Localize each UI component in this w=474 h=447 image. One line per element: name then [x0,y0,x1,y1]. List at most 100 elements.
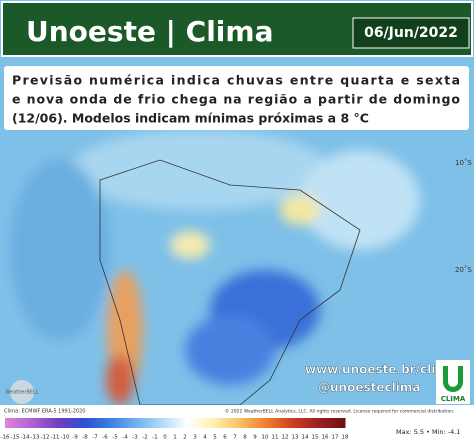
summary-line: Previsão numérica indica chuvas entre qu… [12,73,460,88]
colorbar-swatch [101,418,105,428]
colorbar-label: 16 [322,435,329,441]
date: 06/Jun/2022 [364,25,458,41]
colorbar-swatch [197,418,201,428]
colorbar-swatch [163,418,167,428]
stats: Max: 5.5 • Min: -4.1 [396,428,460,436]
colorbar-swatch [27,418,31,428]
colorbar-label: 13 [292,435,299,441]
colorbar-swatch [192,418,196,428]
colorbar-label: 1 [173,435,177,441]
lat-label: 20˚S [455,266,472,274]
colorbar-swatch [262,418,267,428]
colorbar-swatch [223,418,227,428]
colorbar-swatch [84,418,88,428]
colorbar-swatch [90,418,94,428]
colorbar-swatch [124,418,128,428]
brand: WeatherBELL [5,390,38,396]
colorbar-swatch [112,418,116,428]
colorbar-label: -11 [51,435,60,441]
lat-label: 10˚S [455,159,472,167]
colorbar: -16 -15 -14 -13 -12 -11 -10 -9 -8 -7 -6 -5 -4 -3 -2 -1 0… [1,418,349,441]
colorbar-swatch [237,418,241,428]
colorbar-swatch [243,418,247,428]
colorbar-swatch [209,418,213,428]
colorbar-swatch [279,418,284,428]
colorbar-label: -12 [41,435,50,441]
colorbar-swatch [141,418,145,428]
colorbar-swatch [169,418,173,428]
colorbar-swatch [305,418,309,428]
colorbar-label: -15 [11,435,20,441]
colorbar-swatch [39,418,43,428]
colorbar-swatch [277,418,281,428]
colorbar-swatch [92,418,97,428]
colorbar-swatch [220,418,224,428]
summary-line: e nova onda de frio chega na região a pa… [12,92,460,107]
colorbar-swatch [152,418,156,428]
colorbar-swatch [186,418,190,428]
date-box [352,17,470,49]
colorbar-label: 9 [253,435,257,441]
colorbar-swatch [248,418,252,428]
colorbar-swatch [333,418,337,428]
website: www.unoeste.br/clima [305,363,456,377]
colorbar-swatch [203,418,207,428]
colorbar-swatch [24,418,29,428]
colorbar-label: -3 [132,435,138,441]
colorbar-swatch [78,418,82,428]
colorbar-swatch [316,418,320,428]
colorbar-swatch [115,418,119,428]
colorbar-label: -5 [112,435,118,441]
colorbar-label: -10 [61,435,70,441]
colorbar-swatch [73,418,77,428]
colorbar-swatch [41,418,46,428]
colorbar-swatch [172,418,176,428]
colorbar-label: -13 [31,435,40,441]
colorbar-label: 18 [342,435,349,441]
colorbar-label: -1 [152,435,157,441]
colorbar-swatch [177,418,182,428]
colorbar-swatch [254,418,258,428]
colorbar-swatch [22,418,26,428]
colorbar-swatch [44,418,48,428]
colorbar-swatch [299,418,303,428]
colorbar-swatch [16,418,20,428]
colorbar-swatch [61,418,65,428]
colorbar-swatch [183,418,187,428]
colorbar-swatch [107,418,111,428]
colorbar-swatch [109,418,114,428]
colorbar-swatch [211,418,216,428]
colorbar-swatch [200,418,204,428]
colorbar-swatch [30,418,34,428]
colorbar-label: 3 [193,435,197,441]
colorbar-swatch [302,418,306,428]
colorbar-swatch [330,418,335,428]
colorbar-swatch [175,418,179,428]
colorbar-swatch [64,418,68,428]
colorbar-swatch [146,418,150,428]
colorbar-swatch [135,418,139,428]
colorbar-swatch [47,418,51,428]
colorbar-label: 6 [223,435,227,441]
summary-box [4,66,469,130]
colorbar-swatch [313,418,318,428]
colorbar-swatch [53,418,57,428]
colorbar-swatch [138,418,142,428]
colorbar-swatch [288,418,292,428]
colorbar-label: 2 [183,435,187,441]
colorbar-swatch [149,418,153,428]
colorbar-swatch [217,418,221,428]
colorbar-swatch [319,418,323,428]
colorbar-swatch [274,418,278,428]
colorbar-swatch [87,418,91,428]
colorbar-swatch [56,418,60,428]
colorbar-swatch [282,418,286,428]
map: 10˚S 20˚S www.unoeste.br/clima @unoestec… [0,0,474,410]
colorbar-swatch [296,418,301,428]
colorbar-swatch [257,418,261,428]
colorbar-swatch [291,418,295,428]
colorbar-swatch [322,418,326,428]
colorbar-label: -14 [21,435,30,441]
colorbar-label: 7 [233,435,237,441]
